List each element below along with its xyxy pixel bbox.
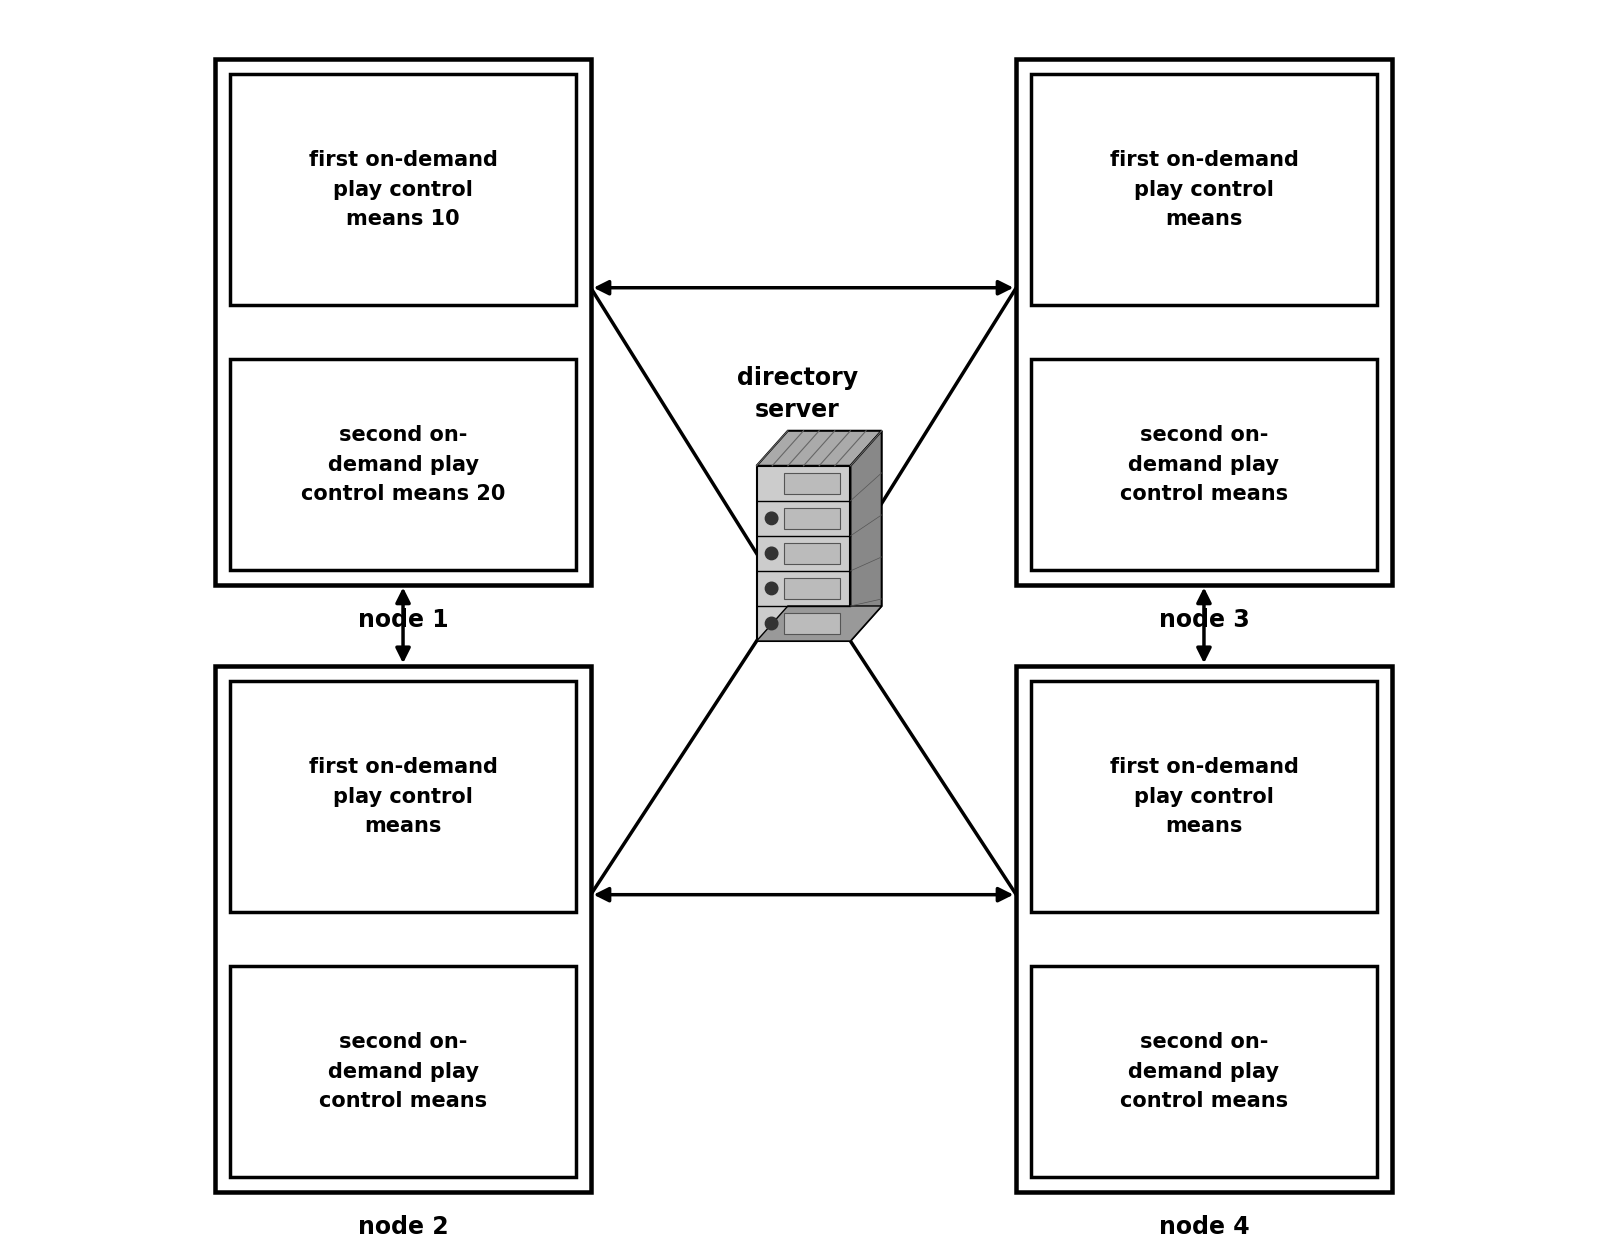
Polygon shape: [850, 431, 882, 641]
Bar: [1032, 74, 1377, 305]
Circle shape: [765, 617, 778, 630]
Bar: [230, 967, 575, 1177]
Text: node 1: node 1: [358, 607, 448, 632]
Bar: [784, 543, 840, 564]
Bar: [1016, 666, 1392, 1192]
Bar: [784, 578, 840, 600]
Text: first on-demand
play control
means: first on-demand play control means: [1109, 150, 1298, 229]
Text: second on-
demand play
control means: second on- demand play control means: [1120, 425, 1289, 504]
Bar: [1016, 59, 1392, 585]
Polygon shape: [757, 431, 882, 466]
Polygon shape: [757, 606, 882, 641]
Bar: [1032, 967, 1377, 1177]
Bar: [215, 666, 591, 1192]
Bar: [784, 508, 840, 529]
Text: node 4: node 4: [1159, 1214, 1249, 1238]
Text: node 3: node 3: [1159, 607, 1249, 632]
Bar: [230, 360, 575, 569]
Text: second on-
demand play
control means: second on- demand play control means: [318, 1032, 487, 1111]
Bar: [784, 613, 840, 634]
Bar: [230, 74, 575, 305]
Text: directory
server: directory server: [736, 366, 858, 422]
Bar: [215, 59, 591, 585]
Circle shape: [765, 512, 778, 524]
Text: first on-demand
play control
means: first on-demand play control means: [1109, 757, 1298, 836]
Text: node 2: node 2: [358, 1214, 448, 1238]
Bar: [757, 466, 850, 641]
Circle shape: [765, 547, 778, 559]
Bar: [784, 473, 840, 494]
Text: first on-demand
play control
means 10: first on-demand play control means 10: [309, 150, 498, 229]
Text: second on-
demand play
control means 20: second on- demand play control means 20: [301, 425, 505, 504]
Bar: [230, 681, 575, 913]
Text: first on-demand
play control
means: first on-demand play control means: [309, 757, 498, 836]
Bar: [1032, 360, 1377, 569]
Circle shape: [765, 582, 778, 595]
Text: second on-
demand play
control means: second on- demand play control means: [1120, 1032, 1289, 1111]
Bar: [1032, 681, 1377, 913]
